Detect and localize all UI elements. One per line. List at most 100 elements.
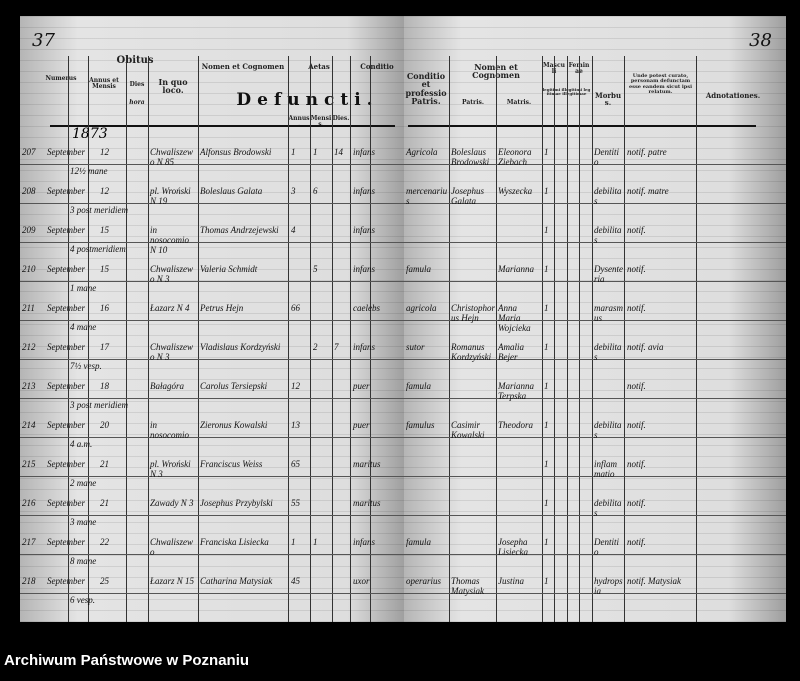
cell-disease: debilitas xyxy=(594,225,622,245)
page-number: 37 xyxy=(32,30,55,51)
cell-condition: infans xyxy=(353,225,376,235)
cell-day: 12 xyxy=(100,186,109,196)
cell-years: 65 xyxy=(291,459,300,469)
header-conditio-patris: Conditio et professio Patris. xyxy=(405,71,447,107)
cell-mother: Eleonora Ziebach xyxy=(498,147,532,167)
cell-hour: 3 post meridiem xyxy=(70,400,128,410)
cell-num: 211 xyxy=(22,303,35,313)
cell-place: Chwaliszewo N 3 xyxy=(150,264,194,284)
row-rule xyxy=(404,554,786,555)
register-row: 213 September 18 3 post meridiem Bałagóra Car… xyxy=(20,378,405,417)
cell-condition: infans xyxy=(353,186,376,196)
cell-place: Bałagóra xyxy=(150,381,185,391)
cell-disease: inflammatio xyxy=(594,459,618,479)
register-row: 211 September 16 4 mane Łazarz N 4 Petrus Hej… xyxy=(20,300,405,339)
header-legitimi: legitimi xyxy=(542,87,561,92)
cell-father: Romanus Kordzyński xyxy=(451,342,492,362)
left-register-page: 37 Obitus Numerus Annus et Mensis Dies h… xyxy=(20,16,405,622)
cell-profession: operarius xyxy=(406,576,442,586)
cell-note: notif. avia xyxy=(627,342,664,352)
header-dies: Dies xyxy=(129,81,145,88)
cell-father: Boleslaus Brodowski xyxy=(451,147,490,167)
cell-place: Chwaliszewo N 3 xyxy=(150,342,194,362)
register-row: Agricola Boleslaus Brodowski Eleonora Zieb… xyxy=(404,144,786,183)
cell-place: Chwaliszewo xyxy=(150,537,194,557)
cell-month: September xyxy=(47,420,85,430)
header-morbus: Morbus. xyxy=(594,91,622,108)
row-rule xyxy=(20,203,405,204)
cell-name: Alfonsus Brodowski xyxy=(200,147,272,157)
cell-profession: famula xyxy=(406,264,432,274)
row-rule xyxy=(20,320,405,321)
cell-day: 21 xyxy=(100,459,109,469)
header-obitus: Obitus xyxy=(116,55,154,66)
cell-hour: 4 postmeridiem xyxy=(70,244,126,254)
cell-month: September xyxy=(47,264,85,274)
cell-sex_mark: 1 xyxy=(544,264,549,274)
register-row: 212 September 17 7½ vesp. Chwaliszewo N 3 Vla… xyxy=(20,339,405,378)
row-rule xyxy=(404,281,786,282)
register-row: 216 September 21 3 mane Zawady N 3 Josephus P… xyxy=(20,495,405,534)
cell-name: Petrus Hejn xyxy=(200,303,244,313)
cell-num: 216 xyxy=(22,498,36,508)
header-numerus: Numerus xyxy=(45,75,77,82)
right-register-page: 38 Conditio et professio Patris. Nomen e… xyxy=(404,16,786,622)
cell-years: 1 xyxy=(291,537,296,547)
cell-month: September xyxy=(47,537,85,547)
cell-months: 2 xyxy=(313,342,318,352)
cell-place: Zawady N 3 xyxy=(150,498,194,508)
cell-note: notif. xyxy=(627,264,646,274)
register-row: agricola Christophorus Hejn Anna Maria Woj… xyxy=(404,300,786,339)
row-rule xyxy=(20,476,405,477)
row-rule xyxy=(404,320,786,321)
cell-hour: 12½ mane xyxy=(70,166,108,176)
cell-disease: marasmus xyxy=(594,303,624,323)
cell-num: 214 xyxy=(22,420,36,430)
row-rule xyxy=(20,437,405,438)
cell-father: Casimir Kowalski xyxy=(451,420,485,440)
row-rule xyxy=(20,281,405,282)
cell-sex_mark: 1 xyxy=(544,225,549,235)
row-rule xyxy=(20,593,405,594)
cell-sex_mark: 1 xyxy=(544,381,549,391)
cell-num: 212 xyxy=(22,342,36,352)
register-row: 1 debilitas notif. xyxy=(404,222,786,261)
cell-disease: Dentitio xyxy=(594,147,619,167)
row-rule xyxy=(20,515,405,516)
row-rule xyxy=(20,359,405,360)
cell-place: Łazarz N 15 xyxy=(150,576,195,586)
cell-hour: 4 a.m. xyxy=(70,439,93,449)
cell-name: Valeria Schmidt xyxy=(200,264,258,274)
register-row: sutor Romanus Kordzyński Amalia Bejer 1 debi… xyxy=(404,339,786,378)
register-row: 218 September 25 6 vesp. Łazarz N 15 Catharin… xyxy=(20,573,405,612)
header-annus: Annus. xyxy=(288,115,310,127)
cell-condition: infans xyxy=(353,264,376,274)
cell-years: 4 xyxy=(291,225,296,235)
cell-sex_mark: 1 xyxy=(544,576,549,586)
cell-father: Christophorus Hejn xyxy=(451,303,496,323)
cell-month: September xyxy=(47,186,85,196)
cell-name: Catharina Matysiak xyxy=(200,576,273,586)
row-rule xyxy=(404,164,786,165)
cell-month: September xyxy=(47,576,85,586)
header-matris: Matris. xyxy=(506,99,532,106)
cell-years: 66 xyxy=(291,303,300,313)
cell-disease: debilitas xyxy=(594,186,622,206)
header-nomen: Nomen et Cognomen xyxy=(201,62,285,71)
cell-profession: sutor xyxy=(406,342,425,352)
cell-years: 1 xyxy=(291,147,296,157)
cell-sex_mark: 1 xyxy=(544,342,549,352)
cell-condition: puer xyxy=(353,420,370,430)
cell-sex_mark: 1 xyxy=(544,147,549,157)
cell-name: Franciscus Weiss xyxy=(200,459,263,469)
cell-profession: mercenarius xyxy=(406,186,448,206)
register-row: mercenarius Josephus Galata Wyszecka 1 debil… xyxy=(404,183,786,222)
cell-hour: 2 mane xyxy=(70,478,97,488)
cell-num: 207 xyxy=(22,147,36,157)
register-row: 1 debilitas notif. xyxy=(404,495,786,534)
row-rule xyxy=(20,398,405,399)
header-conditio: Conditio xyxy=(360,62,394,71)
register-row: 215 September 21 2 mane pl. Wroński N 3 Franc… xyxy=(20,456,405,495)
cell-years: 45 xyxy=(291,576,300,586)
archive-credit: Archiwum Państwowe w Poznaniu xyxy=(4,652,250,669)
